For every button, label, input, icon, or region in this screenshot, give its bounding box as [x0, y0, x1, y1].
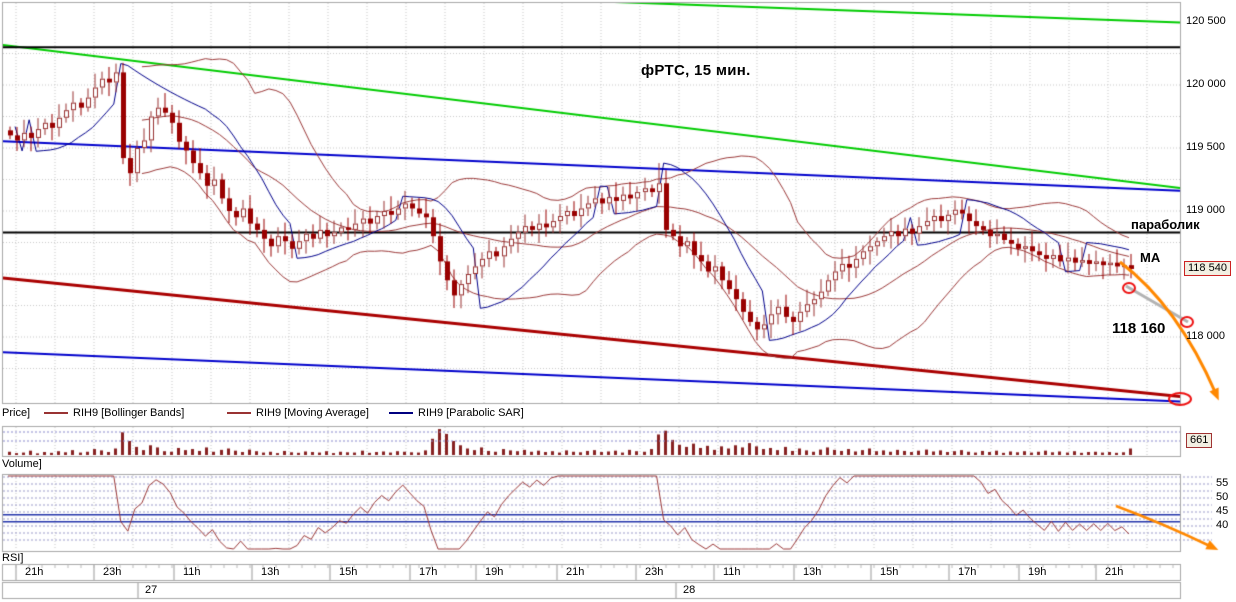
price-chart-canvas[interactable] [0, 0, 1236, 602]
trading-chart-window: фРТС, 15 мин. параболик MA 118 160 118 5… [0, 0, 1236, 602]
